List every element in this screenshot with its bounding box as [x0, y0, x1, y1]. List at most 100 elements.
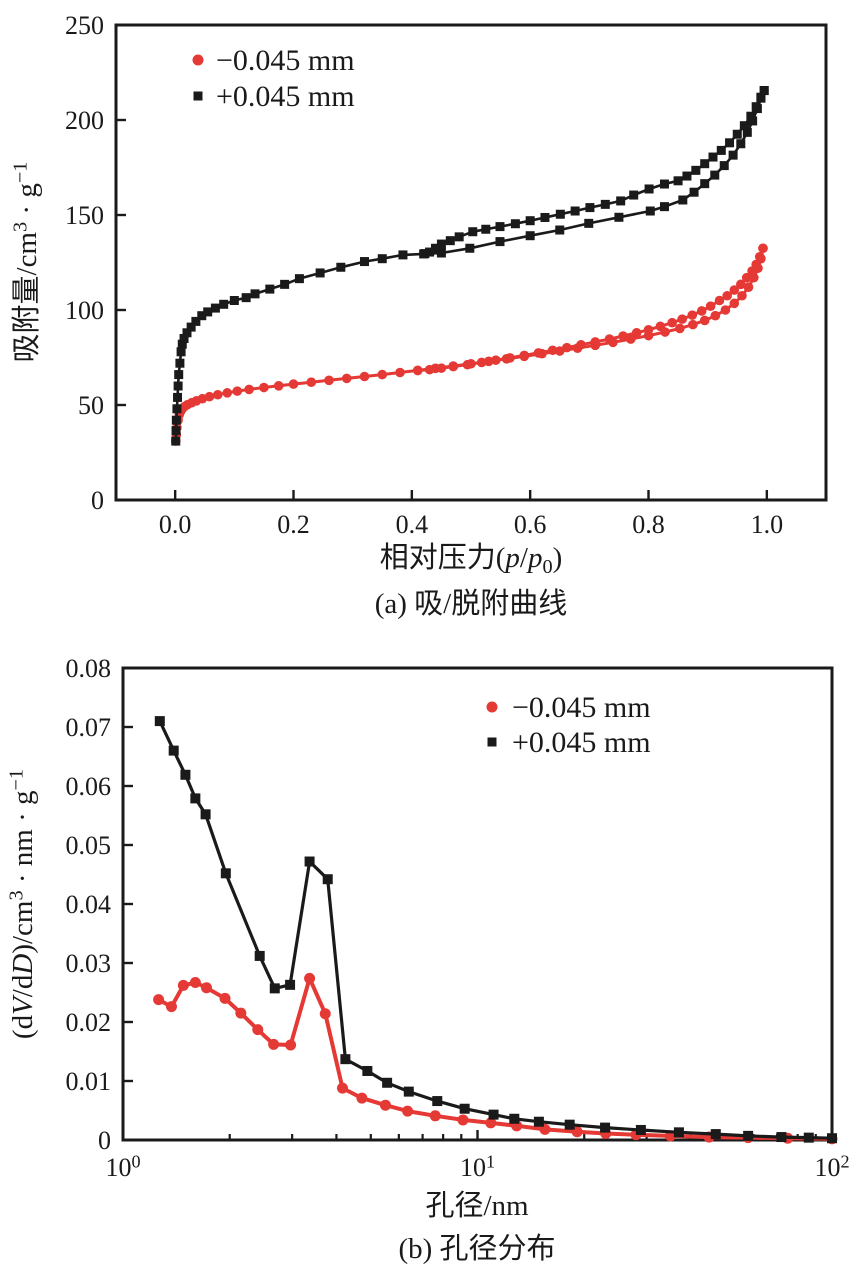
data-point-circle: [379, 1099, 391, 1111]
data-point-square: [420, 249, 430, 259]
data-point-square: [459, 1103, 470, 1114]
data-point-circle: [165, 1001, 177, 1013]
data-point-circle: [655, 321, 666, 332]
x-axis-label: 相对压力(p/p0): [380, 541, 563, 578]
data-point-square: [700, 159, 710, 169]
data-point-square: [250, 289, 260, 299]
data-point-square: [716, 145, 726, 155]
y-tick-label: 0.04: [66, 890, 112, 919]
y-tick-label: 50: [78, 391, 104, 420]
x-tick-label: 0.0: [159, 510, 192, 539]
data-point-square: [182, 328, 192, 338]
data-point-square: [710, 170, 720, 180]
data-point-square: [171, 436, 181, 446]
data-point-circle: [590, 337, 601, 347]
data-point-circle: [519, 350, 530, 361]
data-point-square: [645, 206, 655, 216]
legend-label: +0.045 mm: [512, 726, 651, 759]
data-point-circle: [429, 1110, 441, 1122]
data-point-square: [510, 219, 520, 229]
data-point-square: [759, 86, 769, 96]
data-point-circle: [722, 290, 732, 301]
data-point-square: [377, 254, 387, 264]
data-point-circle: [729, 298, 740, 309]
data-point-circle: [232, 386, 243, 396]
data-point-square: [432, 1096, 443, 1107]
data-point-circle: [285, 1039, 297, 1051]
x-tick-label: 0.8: [632, 510, 665, 539]
y-tick-label: 0.02: [66, 1008, 112, 1037]
data-point-square: [555, 209, 565, 219]
data-point-square: [403, 1086, 414, 1097]
data-point-square: [495, 237, 505, 247]
data-point-square: [197, 311, 207, 321]
data-point-circle: [204, 391, 215, 402]
data-point-square: [180, 769, 191, 780]
data-point-square: [742, 127, 752, 137]
y-tick-label: 200: [65, 106, 104, 135]
data-point-square: [600, 199, 610, 209]
data-point-circle: [273, 381, 284, 391]
legend-label: −0.045 mm: [512, 691, 651, 724]
data-point-square: [732, 129, 742, 139]
data-point-square: [362, 1065, 373, 1076]
data-point-circle: [377, 369, 388, 380]
data-point-circle: [252, 1024, 264, 1036]
data-point-square: [659, 202, 669, 212]
data-point-square: [210, 303, 220, 313]
legend-marker-square: [193, 91, 203, 101]
x-tick-label: 102: [814, 1151, 849, 1182]
data-point-square: [803, 1132, 814, 1143]
data-point-circle: [341, 373, 352, 384]
data-point-circle: [485, 1117, 497, 1129]
data-point-circle: [268, 1038, 280, 1050]
data-point-circle: [212, 389, 223, 400]
data-point-square: [827, 1133, 837, 1144]
data-point-square: [700, 179, 710, 189]
y-tick-label: 0.07: [66, 713, 112, 742]
data-point-square: [488, 1109, 499, 1120]
data-point-circle: [618, 331, 628, 341]
series-line-black: [158, 719, 834, 1140]
data-point-square: [570, 206, 580, 216]
data-point-square: [174, 370, 184, 380]
data-point-circle: [688, 319, 698, 330]
legend-marker-circle: [486, 701, 498, 713]
data-point-square: [600, 1122, 611, 1133]
data-point-square: [175, 358, 185, 368]
data-point-circle: [687, 310, 698, 320]
data-point-square: [746, 111, 756, 121]
data-point-circle: [200, 982, 212, 994]
data-point-square: [719, 161, 729, 171]
x-tick-label: 100: [105, 1151, 140, 1182]
data-point-square: [186, 322, 196, 332]
data-point-square: [525, 216, 535, 226]
data-point-square: [616, 196, 626, 206]
data-point-square: [776, 1132, 787, 1143]
data-point-square: [739, 121, 749, 131]
data-point-square: [525, 231, 535, 241]
y-tick-label: 150: [65, 201, 104, 230]
data-point-square: [748, 116, 758, 126]
data-point-square: [533, 1116, 544, 1127]
data-point-square: [659, 179, 669, 189]
data-point-square: [736, 139, 746, 149]
data-point-circle: [741, 272, 752, 283]
data-point-circle: [675, 323, 685, 334]
data-point-square: [171, 415, 181, 425]
data-point-circle: [457, 1114, 469, 1126]
data-point-circle: [710, 310, 721, 321]
data-point-square: [280, 279, 290, 289]
y-tick-label: 250: [65, 11, 104, 40]
y-axis-label: (dV/dD)/cm3 · nm · g−1: [5, 769, 39, 1039]
data-point-square: [382, 1077, 393, 1088]
data-point-square: [431, 243, 440, 253]
data-point-circle: [448, 361, 459, 372]
data-point-circle: [491, 355, 501, 365]
data-point-square: [285, 979, 296, 990]
y-tick-label: 0: [91, 486, 104, 515]
data-point-square: [336, 262, 346, 272]
data-point-circle: [235, 1007, 247, 1019]
adsorption-desorption-chart: 0.0 0.2 0.4 0.6 0.8 1.0 0 50 100 150 200 250 相对压力(p/…: [9, 11, 828, 620]
